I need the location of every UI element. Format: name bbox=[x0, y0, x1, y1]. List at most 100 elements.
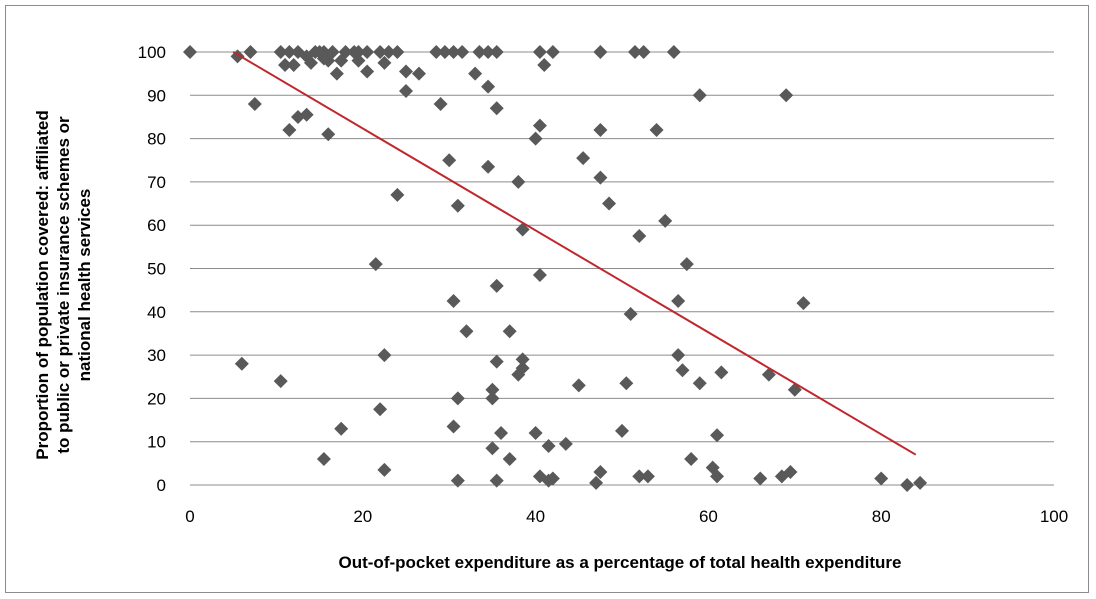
data-point bbox=[489, 278, 504, 293]
data-point bbox=[234, 356, 249, 371]
data-point bbox=[532, 45, 547, 59]
data-point bbox=[671, 348, 686, 363]
y-tick-label: 40 bbox=[147, 303, 166, 322]
x-axis-title: Out-of-pocket expenditure as a percentag… bbox=[339, 553, 902, 572]
data-point bbox=[481, 159, 496, 174]
data-point bbox=[619, 376, 634, 391]
data-point bbox=[455, 45, 470, 59]
data-point bbox=[360, 45, 375, 59]
data-point bbox=[532, 118, 547, 133]
data-point bbox=[437, 45, 452, 59]
data-point bbox=[874, 471, 889, 486]
y-tick-label: 30 bbox=[147, 346, 166, 365]
data-point bbox=[515, 352, 530, 367]
data-point bbox=[558, 436, 573, 451]
data-point bbox=[593, 465, 608, 480]
data-point bbox=[472, 45, 487, 59]
data-point bbox=[303, 55, 318, 70]
data-point bbox=[632, 229, 647, 244]
data-point bbox=[282, 122, 297, 137]
chart-frame bbox=[5, 5, 1089, 593]
data-point bbox=[666, 45, 681, 59]
data-point bbox=[494, 426, 509, 441]
y-tick-label: 20 bbox=[147, 389, 166, 408]
y-axis-title-line-1: Proportion of population covered: affili… bbox=[33, 110, 52, 459]
data-point bbox=[321, 53, 336, 68]
data-point bbox=[537, 57, 552, 72]
data-point bbox=[623, 306, 638, 321]
data-point bbox=[675, 363, 690, 378]
data-point bbox=[692, 88, 707, 103]
data-point bbox=[485, 391, 500, 406]
data-point bbox=[373, 402, 388, 417]
data-point bbox=[299, 107, 314, 122]
data-point bbox=[489, 101, 504, 116]
data-point bbox=[334, 421, 349, 436]
data-point bbox=[532, 267, 547, 282]
data-point bbox=[632, 469, 647, 484]
data-point bbox=[390, 45, 405, 59]
data-point bbox=[515, 361, 530, 376]
data-point bbox=[442, 153, 457, 168]
data-point bbox=[459, 324, 474, 339]
data-point bbox=[761, 367, 776, 382]
data-point bbox=[796, 296, 811, 311]
data-point bbox=[282, 45, 297, 59]
data-point bbox=[429, 45, 444, 59]
x-tick-label: 20 bbox=[353, 507, 372, 526]
x-tick-label: 0 bbox=[185, 507, 194, 526]
data-point bbox=[377, 462, 392, 477]
data-point bbox=[399, 64, 413, 79]
data-point bbox=[481, 45, 496, 59]
data-point bbox=[753, 471, 768, 486]
x-tick-label: 40 bbox=[526, 507, 545, 526]
data-point bbox=[273, 45, 288, 59]
y-axis-title-line-2: to public or private insurance schemes o… bbox=[54, 116, 73, 454]
y-axis-title: Proportion of population covered: affili… bbox=[33, 110, 94, 459]
y-tick-label: 70 bbox=[147, 173, 166, 192]
data-point bbox=[485, 382, 500, 397]
data-point bbox=[528, 131, 543, 146]
data-point bbox=[450, 198, 465, 213]
data-point bbox=[913, 475, 928, 490]
trend-line bbox=[232, 51, 917, 456]
x-tick-label: 80 bbox=[872, 507, 891, 526]
y-tick-label: 10 bbox=[147, 433, 166, 452]
data-point bbox=[545, 45, 560, 59]
data-point bbox=[373, 45, 388, 59]
y-tick-label: 0 bbox=[157, 476, 166, 495]
data-point bbox=[485, 441, 500, 456]
data-point bbox=[900, 478, 915, 492]
data-point bbox=[433, 96, 448, 111]
data-point bbox=[316, 452, 331, 467]
data-point bbox=[640, 469, 655, 484]
data-point bbox=[390, 187, 405, 202]
data-point bbox=[679, 257, 694, 272]
data-point bbox=[779, 88, 794, 103]
gridlines bbox=[190, 51, 1054, 486]
data-point bbox=[593, 170, 608, 185]
data-point bbox=[502, 452, 517, 467]
data-point bbox=[368, 257, 383, 272]
y-tick-label: 50 bbox=[147, 260, 166, 279]
data-point bbox=[511, 174, 526, 189]
data-point bbox=[286, 57, 301, 72]
data-point bbox=[576, 151, 591, 166]
data-point bbox=[351, 45, 366, 59]
data-point bbox=[545, 471, 560, 486]
data-point bbox=[602, 196, 617, 211]
data-point bbox=[714, 365, 729, 380]
data-point bbox=[273, 374, 288, 389]
data-point bbox=[360, 64, 375, 79]
data-point bbox=[515, 222, 530, 237]
y-tick-label: 80 bbox=[147, 130, 166, 149]
data-point bbox=[658, 213, 673, 228]
y-tick-label: 100 bbox=[138, 43, 166, 62]
data-point bbox=[446, 419, 461, 434]
data-point bbox=[710, 428, 725, 443]
data-point bbox=[377, 348, 392, 363]
data-point bbox=[636, 45, 651, 59]
data-point bbox=[787, 382, 802, 397]
data-point bbox=[446, 293, 461, 308]
data-point bbox=[589, 475, 604, 490]
